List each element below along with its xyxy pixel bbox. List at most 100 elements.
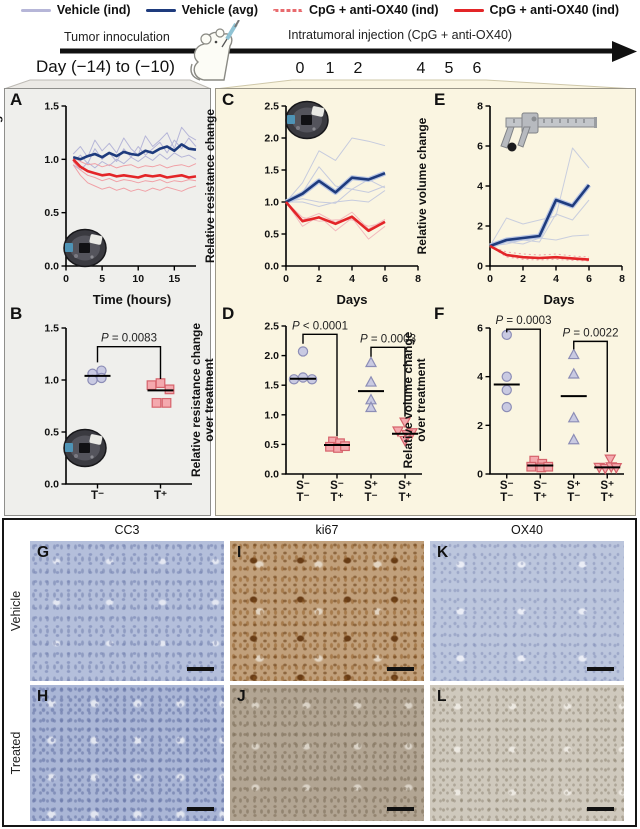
- scale-bar: [587, 806, 614, 811]
- legend-item-cpg-ind: CpG + anti-OX40 (ind): [273, 3, 439, 17]
- tile-letter: G: [37, 544, 50, 561]
- scale-bar: [187, 666, 214, 671]
- svg-text:4: 4: [477, 371, 483, 383]
- svg-text:4: 4: [553, 273, 559, 285]
- cpg-avg-line-swatch: [453, 8, 484, 12]
- day-6: 6: [472, 60, 482, 77]
- tissue-image: [430, 685, 624, 821]
- histology-tile-l: L: [430, 685, 624, 821]
- svg-text:0: 0: [283, 273, 289, 285]
- panel-letter-e: E: [434, 90, 446, 109]
- cream-connector-shape: [214, 79, 637, 90]
- tumor-inoculation-label: Tumor innoculation: [64, 30, 170, 44]
- histology-tile-j: J: [230, 685, 424, 821]
- scale-bar: [187, 806, 214, 811]
- svg-text:S⁺: S⁺: [398, 480, 412, 492]
- svg-text:P = 0.0083: P = 0.0083: [101, 333, 157, 345]
- svg-text:2: 2: [477, 420, 483, 432]
- svg-text:0.5: 0.5: [44, 427, 59, 439]
- legend-item-vehicle-ind: Vehicle (ind): [20, 3, 131, 17]
- tissue-image: [230, 685, 424, 821]
- svg-text:2: 2: [477, 221, 483, 233]
- cpg-ind-dotted-line-swatch: [273, 8, 303, 12]
- svg-text:4: 4: [477, 181, 483, 193]
- svg-text:0.0: 0.0: [264, 469, 279, 481]
- panel-letter-f: F: [434, 304, 445, 323]
- svg-text:1.0: 1.0: [264, 197, 279, 209]
- svg-text:S⁻: S⁻: [330, 480, 344, 492]
- timeline-arrow-head: [612, 41, 637, 62]
- panel-b-ylabel: Relative resistance change over 5 hours: [0, 306, 2, 506]
- panel-b-chart: 0.0 0.5 1.0 1.5 T⁻ T⁺ P = 0.0083: [44, 323, 192, 502]
- svg-text:0.0: 0.0: [264, 261, 279, 273]
- scale-bar: [387, 666, 414, 671]
- svg-text:1.0: 1.0: [264, 409, 279, 421]
- svg-text:P < 0.0001: P < 0.0001: [292, 320, 348, 332]
- legend-label: CpG + anti-OX40 (ind): [489, 3, 620, 17]
- timeline-arrow-shaft: [60, 48, 614, 54]
- svg-text:0: 0: [477, 261, 483, 273]
- panel-e-xlabel: Days: [543, 292, 575, 307]
- biosensor-photo: [63, 228, 107, 268]
- legend: Vehicle (ind) Vehicle (avg) CpG + anti-O…: [0, 3, 640, 17]
- svg-text:0.5: 0.5: [44, 207, 59, 219]
- tissue-image: [430, 541, 624, 681]
- panel-a-xlabel: Time (hours): [92, 292, 172, 307]
- svg-text:8: 8: [619, 273, 625, 285]
- biosensor-photo: [63, 428, 107, 468]
- svg-text:2.0: 2.0: [264, 133, 279, 145]
- svg-text:2.0: 2.0: [264, 350, 279, 362]
- svg-text:T⁺: T⁺: [601, 492, 614, 504]
- timeline-graphic: [3, 41, 637, 90]
- vehicle-avg-line-swatch: [145, 8, 176, 12]
- svg-text:6: 6: [477, 141, 483, 153]
- panel-a-chart: 0.0 0.5 1.0 1.5 0 5 10 15: [44, 101, 197, 285]
- svg-text:6: 6: [477, 323, 483, 335]
- tile-letter: H: [37, 688, 49, 705]
- legend-label: Vehicle (avg): [181, 3, 258, 17]
- panel-d-chart: 0.00.51.01.52.02.5S⁻T⁻S⁻T⁺S⁺T⁻S⁺T⁺P < 0.…: [264, 320, 422, 504]
- svg-text:6: 6: [586, 273, 592, 285]
- svg-text:T⁺: T⁺: [534, 492, 547, 504]
- tissue-image: [30, 541, 224, 681]
- day-range-label: Day (−14) to (−10): [36, 57, 175, 76]
- svg-text:2.5: 2.5: [264, 101, 279, 113]
- svg-text:T⁻: T⁻: [364, 492, 377, 504]
- tile-letter: K: [437, 544, 449, 561]
- svg-text:4: 4: [349, 273, 355, 285]
- svg-text:0.0: 0.0: [44, 479, 59, 491]
- svg-text:S⁻: S⁻: [500, 480, 514, 492]
- panel-e-chart: 0 2 4 6 8 0 2 4 6 8: [477, 101, 625, 286]
- resistance-panels-box: [4, 88, 211, 516]
- tissue-image: [230, 541, 424, 681]
- legend-item-vehicle-avg: Vehicle (avg): [145, 3, 258, 17]
- panel-letter-c: C: [222, 90, 235, 109]
- tile-letter: L: [437, 688, 447, 705]
- svg-text:1.0: 1.0: [44, 154, 59, 166]
- column-header-ki67: ki67: [315, 523, 339, 537]
- svg-text:0: 0: [63, 273, 69, 285]
- vehicle-ind-line-swatch: [20, 8, 51, 12]
- day-4: 4: [416, 60, 426, 77]
- histology-tile-i: I: [230, 541, 424, 681]
- svg-text:S⁺: S⁺: [364, 480, 378, 492]
- svg-text:T⁺: T⁺: [398, 492, 411, 504]
- histology-tile-h: H: [30, 685, 224, 821]
- panel-letter-b: B: [10, 304, 23, 323]
- day-2: 2: [353, 60, 363, 77]
- panel-a-ylabel: Relative resistance change: [0, 108, 3, 264]
- legend-label: Vehicle (ind): [56, 3, 131, 17]
- day-1: 1: [325, 60, 335, 77]
- day-0: 0: [295, 60, 305, 77]
- svg-text:6: 6: [382, 273, 388, 285]
- svg-text:T⁻: T⁻: [500, 492, 513, 504]
- svg-text:8: 8: [415, 273, 421, 285]
- svg-text:P = 0.0022: P = 0.0022: [563, 327, 619, 339]
- svg-text:S⁺: S⁺: [567, 480, 581, 492]
- svg-text:T⁻: T⁻: [296, 492, 309, 504]
- svg-text:0.5: 0.5: [264, 439, 279, 451]
- svg-text:2.5: 2.5: [264, 321, 279, 333]
- svg-text:P = 0.0003: P = 0.0003: [360, 333, 416, 345]
